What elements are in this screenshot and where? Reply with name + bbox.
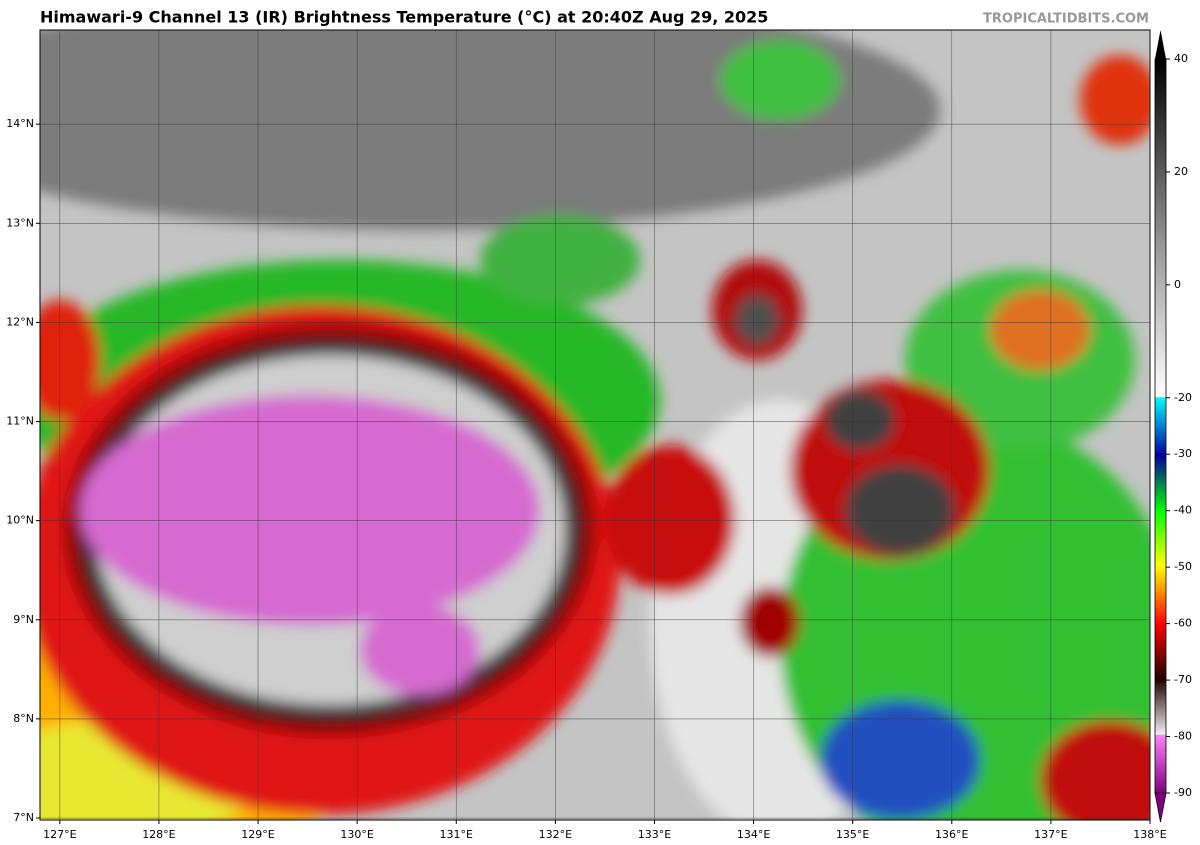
colorbar-tick-label: -70 <box>1174 673 1192 686</box>
colorbar-extend-top <box>1155 30 1166 59</box>
y-tick-label: 14°N <box>6 117 34 130</box>
x-tick-label: 136°E <box>935 828 968 841</box>
x-tick-label: 135°E <box>836 828 869 841</box>
y-tick-label: 12°N <box>6 315 34 328</box>
colorbar-tick-label: -20 <box>1174 391 1192 404</box>
colorbar-tick-label: 0 <box>1174 278 1181 291</box>
x-tick-label: 138°E <box>1133 828 1166 841</box>
y-tick-label: 8°N <box>13 712 34 725</box>
colorbar-tick-label: -40 <box>1174 504 1192 517</box>
x-tick-label: 134°E <box>737 828 770 841</box>
colorbar-tick-label: 40 <box>1174 52 1188 65</box>
colorbar-tick-label: 20 <box>1174 165 1188 178</box>
colorbar <box>1154 58 1167 794</box>
colorbar-tick-label: -30 <box>1174 447 1192 460</box>
x-tick-label: 129°E <box>241 828 274 841</box>
x-tick-label: 133°E <box>638 828 671 841</box>
title: Himawari-9 Channel 13 (IR) Brightness Te… <box>40 8 768 27</box>
y-tick-label: 13°N <box>6 216 34 229</box>
x-tick-label: 131°E <box>440 828 473 841</box>
x-tick-label: 127°E <box>43 828 76 841</box>
x-tick-label: 130°E <box>340 828 373 841</box>
x-tick-label: 128°E <box>142 828 175 841</box>
y-tick-label: 7°N <box>13 811 34 824</box>
colorbar-extend-bottom <box>1154 792 1167 823</box>
y-tick-label: 10°N <box>6 514 34 527</box>
x-tick-label: 137°E <box>1034 828 1067 841</box>
y-tick-label: 11°N <box>6 415 34 428</box>
colorbar-tick-label: -50 <box>1174 560 1192 573</box>
x-tick-label: 132°E <box>539 828 572 841</box>
y-tick-label: 9°N <box>13 613 34 626</box>
colorbar-tick-label: -80 <box>1174 730 1192 743</box>
colorbar-tick-label: -90 <box>1174 786 1192 799</box>
colorbar-tick-label: -60 <box>1174 617 1192 630</box>
credit: TROPICALTIDBITS.COM <box>983 12 1149 27</box>
